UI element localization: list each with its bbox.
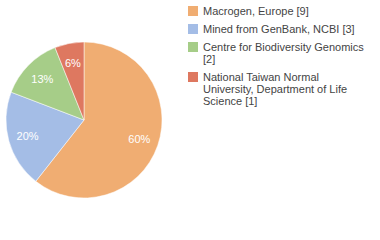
legend-label: National Taiwan Normal University, Depar… bbox=[203, 71, 371, 107]
data-label: 6% bbox=[65, 57, 81, 69]
legend-swatch bbox=[188, 42, 198, 52]
chart-root: 60% 20% 13% 6% Macrogen, Europe [9] Mined fr… bbox=[0, 0, 380, 240]
data-label: 13% bbox=[31, 73, 53, 85]
data-label: 60% bbox=[128, 133, 150, 145]
legend-swatch bbox=[188, 6, 198, 16]
legend: Macrogen, Europe [9] Mined from GenBank, … bbox=[188, 5, 378, 113]
legend-label: Macrogen, Europe [9] bbox=[203, 5, 371, 17]
legend-label: Centre for Biodiversity Genomics [2] bbox=[203, 41, 371, 65]
legend-item: Macrogen, Europe [9] bbox=[188, 5, 378, 17]
pie-slice bbox=[55, 42, 84, 120]
legend-swatch bbox=[188, 72, 198, 82]
legend-item: National Taiwan Normal University, Depar… bbox=[188, 71, 378, 107]
pie-svg: 60% 20% 13% 6% bbox=[0, 0, 180, 240]
data-label: 20% bbox=[17, 130, 39, 142]
data-labels: 60% 20% 13% 6% bbox=[17, 57, 151, 146]
legend-item: Centre for Biodiversity Genomics [2] bbox=[188, 41, 378, 65]
legend-item: Mined from GenBank, NCBI [3] bbox=[188, 23, 378, 35]
legend-label: Mined from GenBank, NCBI [3] bbox=[203, 23, 371, 35]
legend-swatch bbox=[188, 24, 198, 34]
